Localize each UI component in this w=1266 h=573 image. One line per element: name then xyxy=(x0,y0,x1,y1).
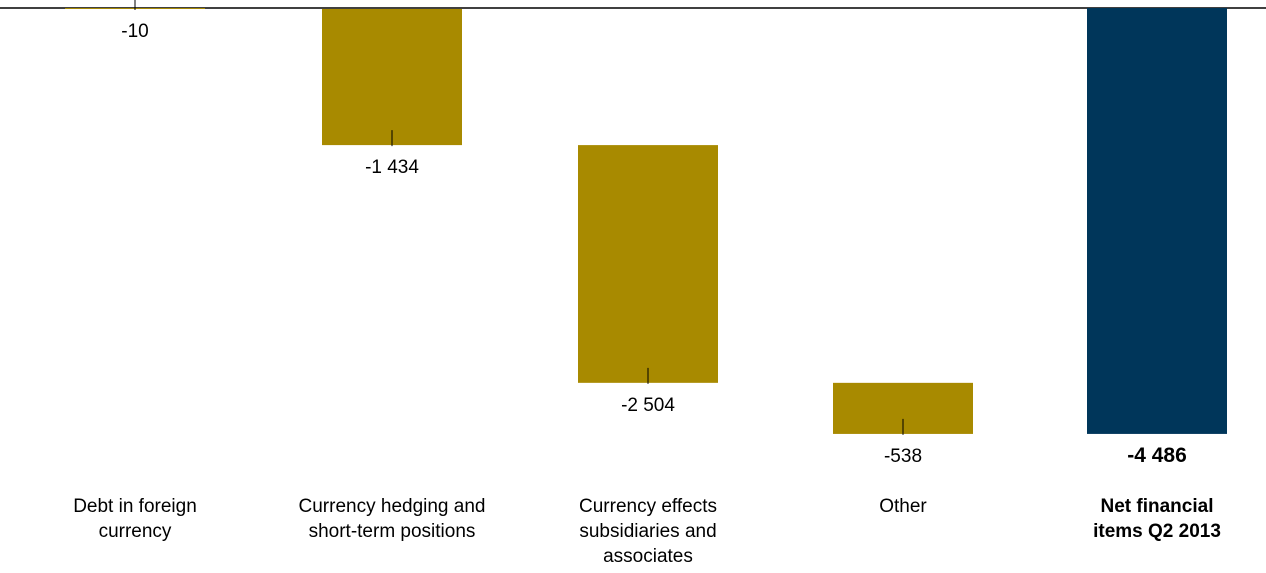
category-label-3-line-3: associates xyxy=(603,546,693,567)
value-label-5: -4 486 xyxy=(1127,444,1187,467)
bar-2 xyxy=(322,8,462,146)
bar-5 xyxy=(1087,8,1227,434)
category-label-3-line-2: subsidiaries and xyxy=(579,521,716,542)
category-label-4-line-1: Other xyxy=(879,496,927,517)
category-label-3-line-1: Currency effects xyxy=(579,496,717,517)
category-label-5-line-2: items Q2 2013 xyxy=(1093,521,1221,542)
value-label-2: -1 434 xyxy=(365,157,419,178)
category-label-2-line-1: Currency hedging and xyxy=(299,496,486,517)
category-label-1-line-2: currency xyxy=(99,521,172,542)
value-label-1: -10 xyxy=(121,21,148,42)
category-label-5-line-1: Net financial xyxy=(1101,496,1214,517)
category-label-2-line-2: short-term positions xyxy=(309,521,476,542)
value-label-4: -538 xyxy=(884,446,922,467)
bar-3 xyxy=(578,145,718,383)
category-label-1-line-1: Debt in foreign xyxy=(73,496,197,517)
value-label-3: -2 504 xyxy=(621,395,675,416)
